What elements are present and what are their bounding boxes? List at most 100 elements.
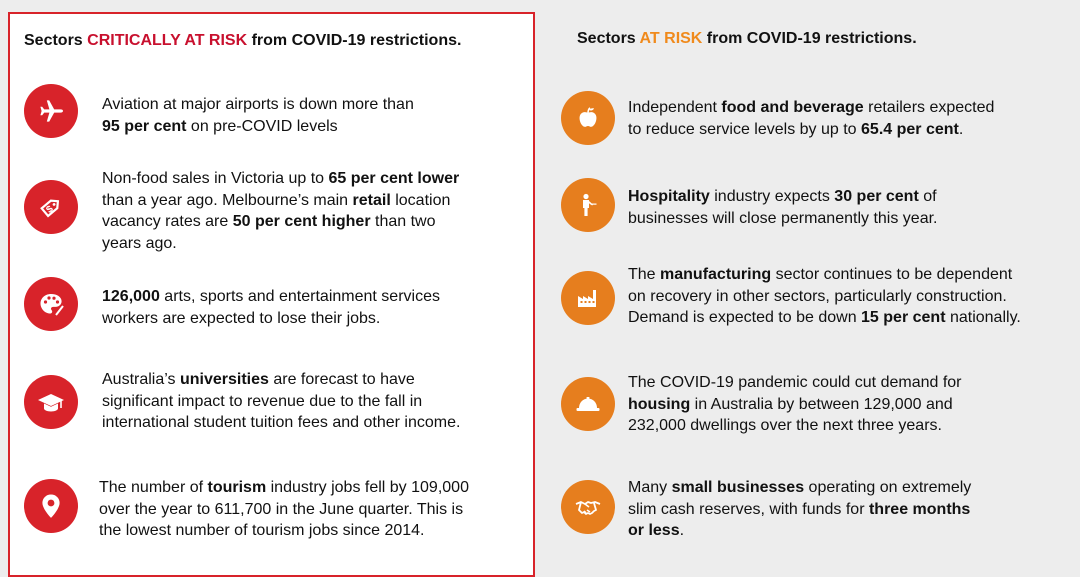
- text-line: international student tuition fees and o…: [102, 412, 460, 434]
- text-segment: The COVID-19 pandemic could cut demand f…: [628, 374, 962, 391]
- hard-hat-icon: [561, 377, 615, 431]
- bold-text: 65 per cent lower: [328, 170, 460, 187]
- bold-text: 95 per cent: [102, 117, 187, 135]
- text-segment: .: [679, 522, 685, 539]
- text-segment: than two: [370, 213, 436, 230]
- item-text: Independent food and beverage retailers …: [628, 97, 994, 140]
- text-segment: workers are expected to lose their jobs.: [102, 309, 381, 327]
- text-line: The manufacturing sector continues to be…: [628, 264, 1021, 286]
- text-segment: of: [918, 188, 937, 205]
- text-line: Hospitality industry expects 30 per cent…: [628, 186, 937, 208]
- text-segment: nationally.: [945, 309, 1021, 326]
- text-line: Many small businesses operating on extre…: [628, 477, 971, 499]
- factory-icon: [561, 271, 615, 325]
- bold-text: 50 per cent higher: [232, 213, 371, 230]
- text-segment: industry expects: [709, 188, 835, 205]
- text-line: vacancy rates are 50 per cent higher tha…: [102, 211, 459, 233]
- item-text: The COVID-19 pandemic could cut demand f…: [628, 372, 962, 437]
- text-line: significant impact to revenue due to the…: [102, 391, 460, 413]
- text-line: years ago.: [102, 233, 459, 255]
- bold-text: tourism: [207, 479, 267, 496]
- text-segment: on recovery in other sectors, particular…: [628, 287, 1007, 305]
- apple-icon: [561, 91, 615, 145]
- svg-text:$: $: [44, 203, 56, 215]
- text-line: Independent food and beverage retailers …: [628, 97, 994, 119]
- text-line: 232,000 dwellings over the next three ye…: [628, 415, 962, 437]
- critical-risk-panel: Sectors CRITICALLY AT RISK from COVID-19…: [8, 12, 535, 577]
- text-segment: slim cash reserves, with funds for: [628, 500, 869, 518]
- title-highlight: AT RISK: [639, 30, 703, 47]
- text-segment: The number of: [99, 479, 208, 496]
- bold-text: housing: [628, 395, 691, 413]
- text-segment: 232,000 dwellings over the next three ye…: [628, 417, 942, 434]
- text-segment: Australia’s: [102, 371, 180, 388]
- text-segment: Demand is expected to be down: [628, 309, 862, 326]
- item-text: Australia’s universities are forecast to…: [102, 369, 460, 434]
- text-segment: international student tuition fees and o…: [102, 414, 461, 431]
- text-line: Australia’s universities are forecast to…: [102, 369, 460, 391]
- text-line: over the year to 611,700 in the June qua…: [99, 499, 469, 521]
- text-segment: over the year to 611,700 in the June qua…: [99, 500, 464, 518]
- text-line: workers are expected to lose their jobs.: [102, 308, 440, 330]
- title-prefix: Sectors: [24, 32, 88, 49]
- text-segment: significant impact to revenue due to the…: [102, 392, 423, 410]
- text-segment: retailers expected: [863, 99, 995, 116]
- bold-text: 30 per cent: [834, 188, 919, 205]
- text-segment: The: [628, 266, 661, 283]
- text-segment: are forecast to have: [268, 371, 415, 388]
- text-segment: Independent: [628, 99, 722, 116]
- text-segment: on pre-COVID levels: [186, 117, 338, 135]
- item-text: Many small businesses operating on extre…: [628, 477, 971, 542]
- bold-text: manufacturing: [660, 266, 772, 283]
- graduation-cap-icon: [24, 375, 78, 429]
- text-line: on recovery in other sectors, particular…: [628, 286, 1021, 308]
- text-line: 126,000 arts, sports and entertainment s…: [102, 286, 440, 308]
- text-segment: the lowest number of tourism jobs since …: [99, 522, 425, 539]
- text-line: slim cash reserves, with funds for three…: [628, 499, 971, 521]
- text-line: businesses will close permanently this y…: [628, 208, 937, 230]
- text-segment: Non-food sales in Victoria up to: [102, 170, 329, 187]
- text-segment: operating on extremely: [804, 479, 972, 496]
- airplane-icon: [24, 84, 78, 138]
- text-segment: to reduce service levels by up to: [628, 120, 862, 138]
- bold-text: small businesses: [671, 479, 805, 496]
- text-segment: Many: [628, 479, 672, 496]
- text-line: the lowest number of tourism jobs since …: [99, 520, 469, 542]
- critical-risk-title: Sectors CRITICALLY AT RISK from COVID-19…: [24, 32, 461, 50]
- handshake-icon: [561, 480, 615, 534]
- text-line: Aviation at major airports is down more …: [102, 94, 414, 116]
- text-line: 95 per cent on pre-COVID levels: [102, 116, 414, 138]
- text-segment: location: [390, 191, 451, 209]
- text-segment: businesses will close permanently this y…: [628, 209, 938, 227]
- bold-text: three months: [868, 500, 971, 518]
- text-line: Demand is expected to be down 15 per cen…: [628, 307, 1021, 329]
- bold-text: 65.4 per cent: [861, 120, 959, 138]
- text-segment: Aviation at major airports is down more …: [102, 96, 414, 113]
- text-line: The number of tourism industry jobs fell…: [99, 477, 469, 499]
- bold-text: retail: [352, 191, 391, 209]
- text-line: housing in Australia by between 129,000 …: [628, 394, 962, 416]
- at-risk-title: Sectors AT RISK from COVID-19 restrictio…: [577, 30, 917, 48]
- text-line: or less.: [628, 520, 971, 542]
- text-segment: industry jobs fell by 109,000: [266, 479, 469, 496]
- text-line: to reduce service levels by up to 65.4 p…: [628, 119, 994, 141]
- text-line: Non-food sales in Victoria up to 65 per …: [102, 168, 459, 190]
- item-text: The manufacturing sector continues to be…: [628, 264, 1021, 329]
- text-segment: in Australia by between 129,000 and: [690, 395, 953, 413]
- waiter-icon: [561, 178, 615, 232]
- text-segment: vacancy rates are: [102, 213, 233, 230]
- bold-text: Hospitality: [628, 188, 710, 205]
- title-prefix: Sectors: [577, 30, 640, 47]
- price-tag-icon: $: [24, 180, 78, 234]
- text-segment: arts, sports and entertainment services: [159, 288, 440, 305]
- text-segment: sector continues to be dependent: [771, 266, 1013, 283]
- bold-text: food and beverage: [721, 99, 864, 116]
- item-text: Non-food sales in Victoria up to 65 per …: [102, 168, 459, 254]
- bold-text: universities: [179, 371, 269, 388]
- text-line: The COVID-19 pandemic could cut demand f…: [628, 372, 962, 394]
- bold-text: or less: [628, 522, 680, 539]
- item-text: The number of tourism industry jobs fell…: [99, 477, 469, 542]
- at-risk-panel: Sectors AT RISK from COVID-19 restrictio…: [537, 0, 1080, 577]
- item-text: Aviation at major airports is down more …: [102, 94, 414, 137]
- text-segment: than a year ago. Melbourne’s main: [102, 191, 353, 209]
